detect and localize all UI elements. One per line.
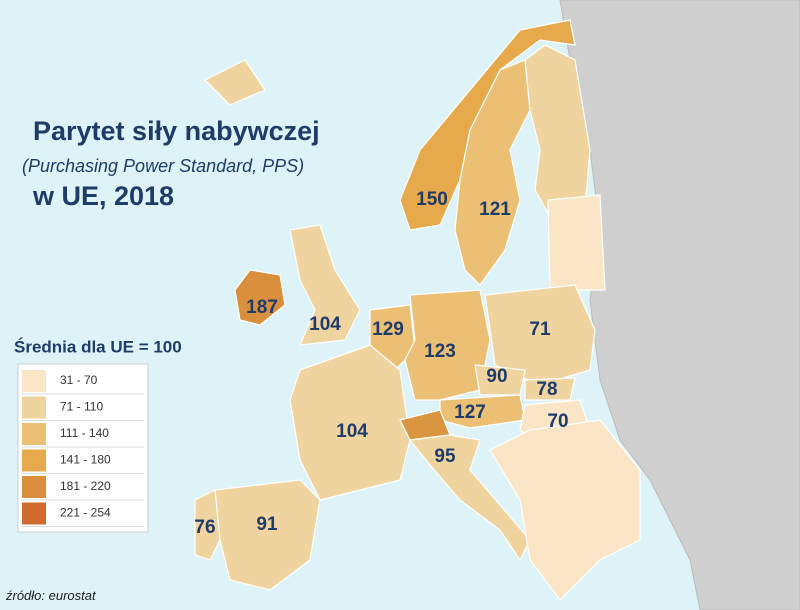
- value-label: 95: [434, 446, 456, 467]
- value-label: 104: [336, 421, 368, 442]
- value-label: 129: [372, 319, 404, 340]
- value-label: 121: [479, 199, 511, 220]
- map-labels: 150 121 187 104 129 123 71 90 78 127 70 …: [194, 189, 568, 538]
- ireland: [234, 269, 286, 326]
- france: [289, 344, 411, 501]
- legend-label: 141 - 180: [60, 453, 111, 467]
- portugal: [194, 489, 221, 561]
- legend-label: 111 - 140: [60, 426, 109, 440]
- legend-swatch: [22, 370, 46, 392]
- finland: [524, 44, 591, 226]
- title: Parytet siły nabywczej: [33, 116, 320, 146]
- legend-swatch: [22, 476, 46, 498]
- value-label: 187: [246, 297, 278, 318]
- value-label: 123: [424, 341, 456, 362]
- iceland: [203, 59, 266, 106]
- legend-label: 181 - 220: [60, 479, 111, 493]
- legend-title: Średnia dla UE = 100: [14, 337, 182, 356]
- sweden: [454, 59, 531, 286]
- uk: [289, 224, 361, 346]
- title-year: w UE, 2018: [32, 181, 174, 211]
- slovakia: [524, 377, 576, 401]
- value-label: 90: [486, 366, 507, 387]
- value-label: 150: [416, 189, 448, 210]
- poland: [484, 284, 596, 386]
- legend-label: 221 - 254: [60, 506, 111, 520]
- value-label: 104: [309, 314, 341, 335]
- value-label: 91: [256, 514, 278, 535]
- source: źródło: eurostat: [5, 588, 97, 603]
- spain: [214, 479, 321, 591]
- balkans: [489, 419, 641, 601]
- italy: [408, 434, 531, 562]
- legend-label: 71 - 110: [60, 400, 103, 414]
- legend: 31 - 70 71 - 110 111 - 140 141 - 180 181 - 2…: [22, 370, 144, 527]
- value-label: 78: [536, 379, 557, 400]
- value-label: 127: [454, 402, 486, 423]
- value-label: 70: [547, 411, 568, 432]
- legend-label: 31 - 70: [60, 373, 98, 387]
- legend-swatch: [22, 423, 46, 445]
- value-label: 76: [194, 517, 215, 538]
- legend-swatch: [22, 449, 46, 472]
- legend-swatch: [22, 396, 46, 419]
- norway: [399, 19, 576, 231]
- countries: [194, 19, 641, 601]
- baltics: [547, 194, 606, 291]
- value-label: 71: [529, 319, 551, 340]
- subtitle: (Purchasing Power Standard, PPS): [22, 156, 304, 176]
- legend-swatch: [22, 502, 46, 525]
